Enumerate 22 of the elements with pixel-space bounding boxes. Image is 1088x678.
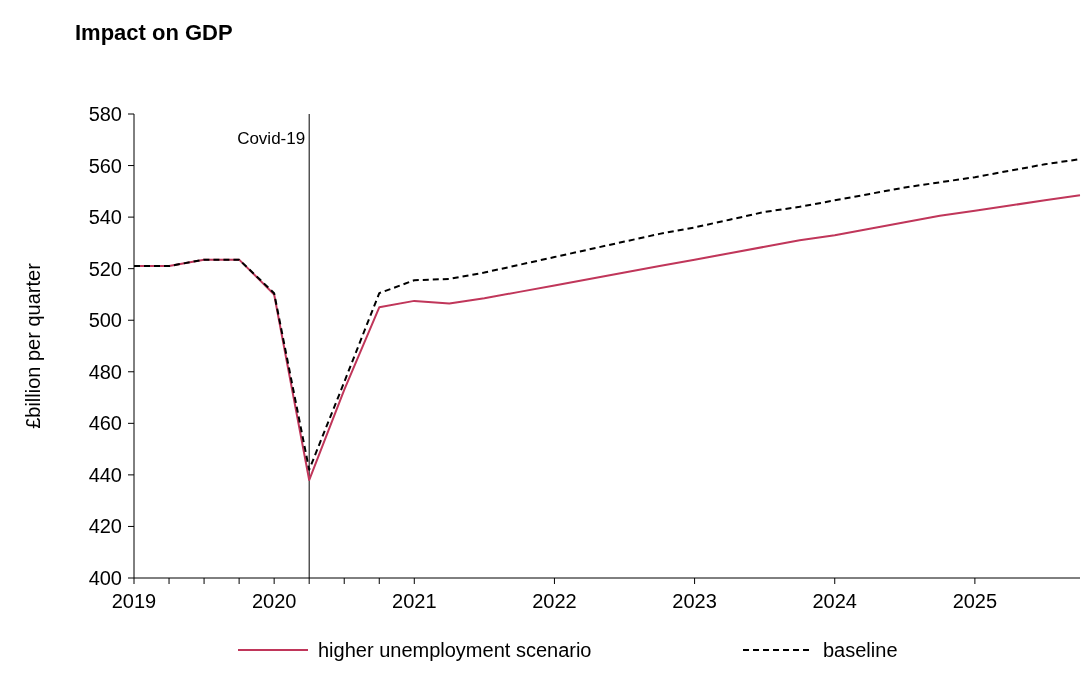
y-tick-label: 540: [88, 206, 122, 229]
y-tick-label: 440: [88, 463, 122, 486]
ref-line-label: Covid-19: [237, 129, 306, 148]
legend-label: higher unemployment scenario: [318, 639, 592, 661]
y-tick-label: 500: [88, 309, 122, 332]
x-tick-label: 2020: [251, 590, 297, 612]
y-tick-label: 420: [88, 515, 122, 538]
y-tick-label: 400: [88, 567, 122, 589]
x-tick-label: 2022: [532, 590, 577, 612]
y-tick-label: 580: [88, 103, 122, 125]
chart-title: Impact on GDP: [75, 20, 233, 45]
y-tick-label: 520: [88, 257, 122, 280]
x-tick-label: 2024: [812, 590, 857, 612]
y-tick-label: 560: [88, 154, 122, 177]
legend-label: baseline: [823, 639, 898, 661]
x-tick-label: 2019: [111, 590, 157, 612]
y-tick-label: 480: [88, 360, 122, 383]
y-axis-title: £billion per quarter: [22, 262, 44, 429]
x-tick-label: 2021: [392, 590, 437, 612]
x-tick-label: 2023: [672, 590, 717, 612]
y-tick-label: 460: [88, 412, 122, 435]
x-tick-label: 2025: [952, 590, 998, 612]
